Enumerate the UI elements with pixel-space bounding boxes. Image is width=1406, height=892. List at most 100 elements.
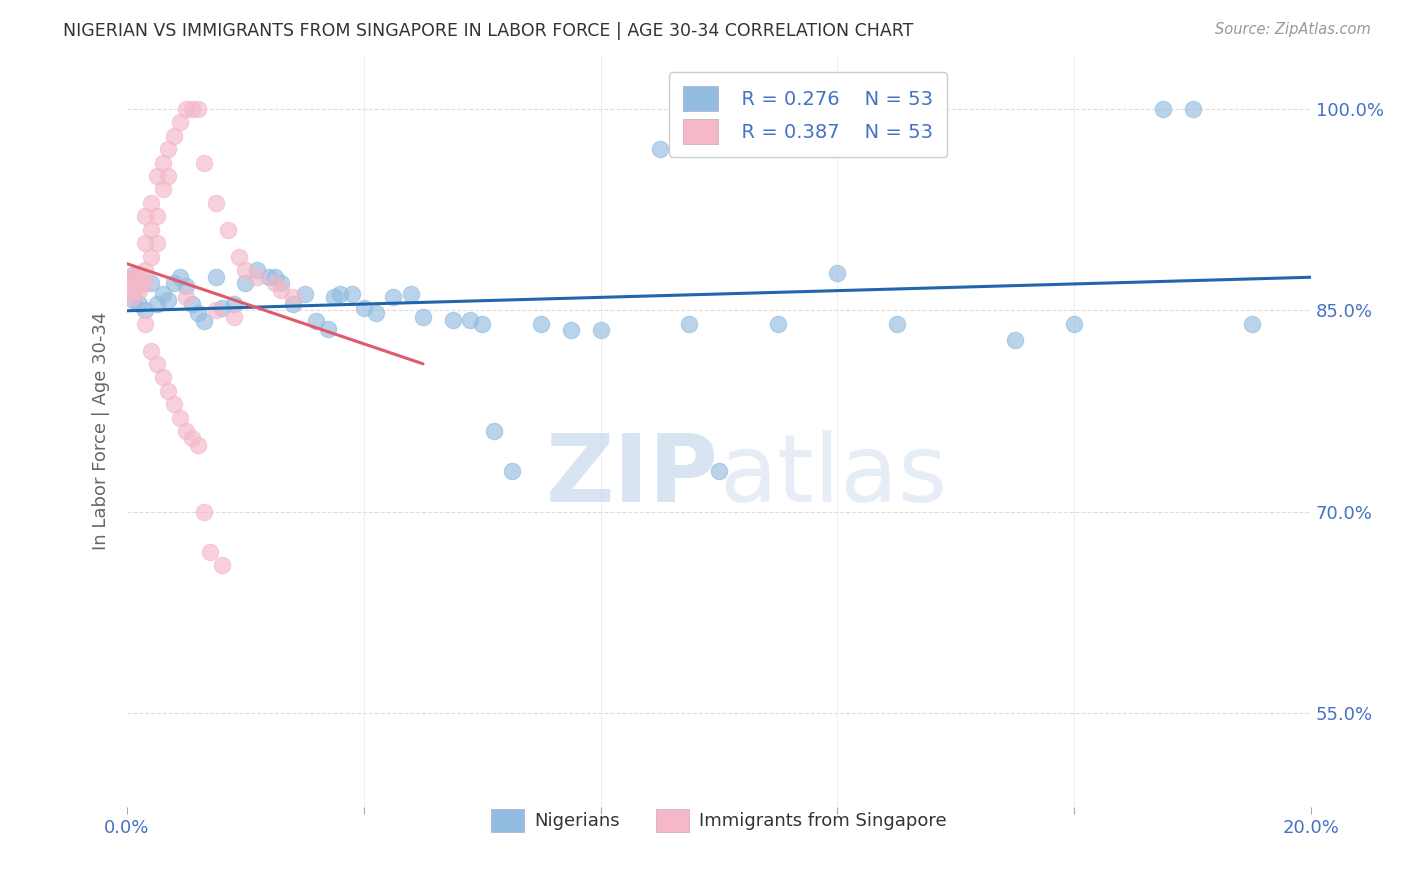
Point: [323, 290, 346, 304]
Point: [122, 279, 145, 293]
Point: [139, 343, 162, 358]
Point: [122, 268, 145, 283]
Point: [128, 285, 150, 299]
Point: [560, 323, 582, 337]
Point: [134, 263, 156, 277]
Point: [246, 263, 269, 277]
Point: [211, 301, 233, 315]
Point: [152, 287, 174, 301]
Point: [187, 102, 209, 116]
Point: [187, 437, 209, 451]
Point: [1063, 317, 1085, 331]
Point: [204, 195, 226, 210]
Point: [1181, 102, 1204, 116]
Point: [316, 322, 339, 336]
Point: [589, 323, 612, 337]
Point: [1240, 317, 1263, 331]
Point: [329, 287, 352, 301]
Point: [134, 277, 156, 291]
Point: [353, 301, 375, 315]
Point: [264, 269, 287, 284]
Point: [204, 269, 226, 284]
Point: [305, 314, 328, 328]
Point: [1004, 333, 1026, 347]
Point: [340, 287, 363, 301]
Point: [364, 306, 387, 320]
Point: [228, 250, 250, 264]
Point: [139, 277, 162, 291]
Point: [134, 303, 156, 318]
Point: [181, 296, 204, 310]
Point: [412, 310, 434, 324]
Point: [163, 128, 186, 143]
Point: [163, 277, 186, 291]
Point: [264, 277, 287, 291]
Point: [134, 317, 156, 331]
Point: [382, 290, 405, 304]
Point: [235, 277, 257, 291]
Point: [827, 266, 849, 280]
Point: [193, 155, 215, 169]
Point: [399, 287, 422, 301]
Point: [174, 279, 197, 293]
Point: [169, 115, 191, 129]
Point: [169, 269, 191, 284]
Point: [471, 317, 494, 331]
Point: [198, 545, 221, 559]
Point: [768, 317, 790, 331]
Point: [707, 464, 730, 478]
Point: [128, 274, 150, 288]
Point: [134, 209, 156, 223]
Point: [204, 303, 226, 318]
Text: Source: ZipAtlas.com: Source: ZipAtlas.com: [1215, 22, 1371, 37]
Point: [169, 410, 191, 425]
Point: [257, 269, 280, 284]
Point: [246, 269, 269, 284]
Point: [530, 317, 553, 331]
Point: [1152, 102, 1174, 116]
Point: [441, 312, 464, 326]
Text: NIGERIAN VS IMMIGRANTS FROM SINGAPORE IN LABOR FORCE | AGE 30-34 CORRELATION CHA: NIGERIAN VS IMMIGRANTS FROM SINGAPORE IN…: [63, 22, 914, 40]
Point: [181, 431, 204, 445]
Point: [139, 250, 162, 264]
Point: [678, 317, 700, 331]
Point: [145, 236, 167, 251]
Point: [145, 169, 167, 183]
Point: [174, 424, 197, 438]
Point: [145, 209, 167, 223]
Point: [482, 424, 505, 438]
Point: [145, 296, 167, 310]
Point: [222, 310, 245, 324]
Point: [886, 317, 908, 331]
Point: [460, 312, 482, 326]
Point: [145, 357, 167, 371]
Point: [152, 182, 174, 196]
Point: [648, 142, 671, 156]
Point: [281, 290, 304, 304]
Point: [235, 263, 257, 277]
Point: [122, 290, 145, 304]
Point: [181, 102, 204, 116]
Point: [270, 283, 292, 297]
Point: [163, 397, 186, 411]
Point: [157, 169, 180, 183]
Point: [157, 142, 180, 156]
Point: [294, 287, 316, 301]
Text: ZIP: ZIP: [546, 430, 718, 522]
Point: [139, 223, 162, 237]
Point: [122, 293, 145, 307]
Point: [152, 370, 174, 384]
Point: [217, 223, 239, 237]
Point: [157, 384, 180, 398]
Point: [174, 102, 197, 116]
Text: atlas: atlas: [718, 430, 948, 522]
Point: [187, 306, 209, 320]
Point: [128, 296, 150, 310]
Point: [139, 195, 162, 210]
Point: [134, 236, 156, 251]
Point: [128, 268, 150, 283]
Point: [122, 274, 145, 288]
Point: [122, 268, 145, 283]
Point: [281, 296, 304, 310]
Y-axis label: In Labor Force | Age 30-34: In Labor Force | Age 30-34: [93, 312, 110, 550]
